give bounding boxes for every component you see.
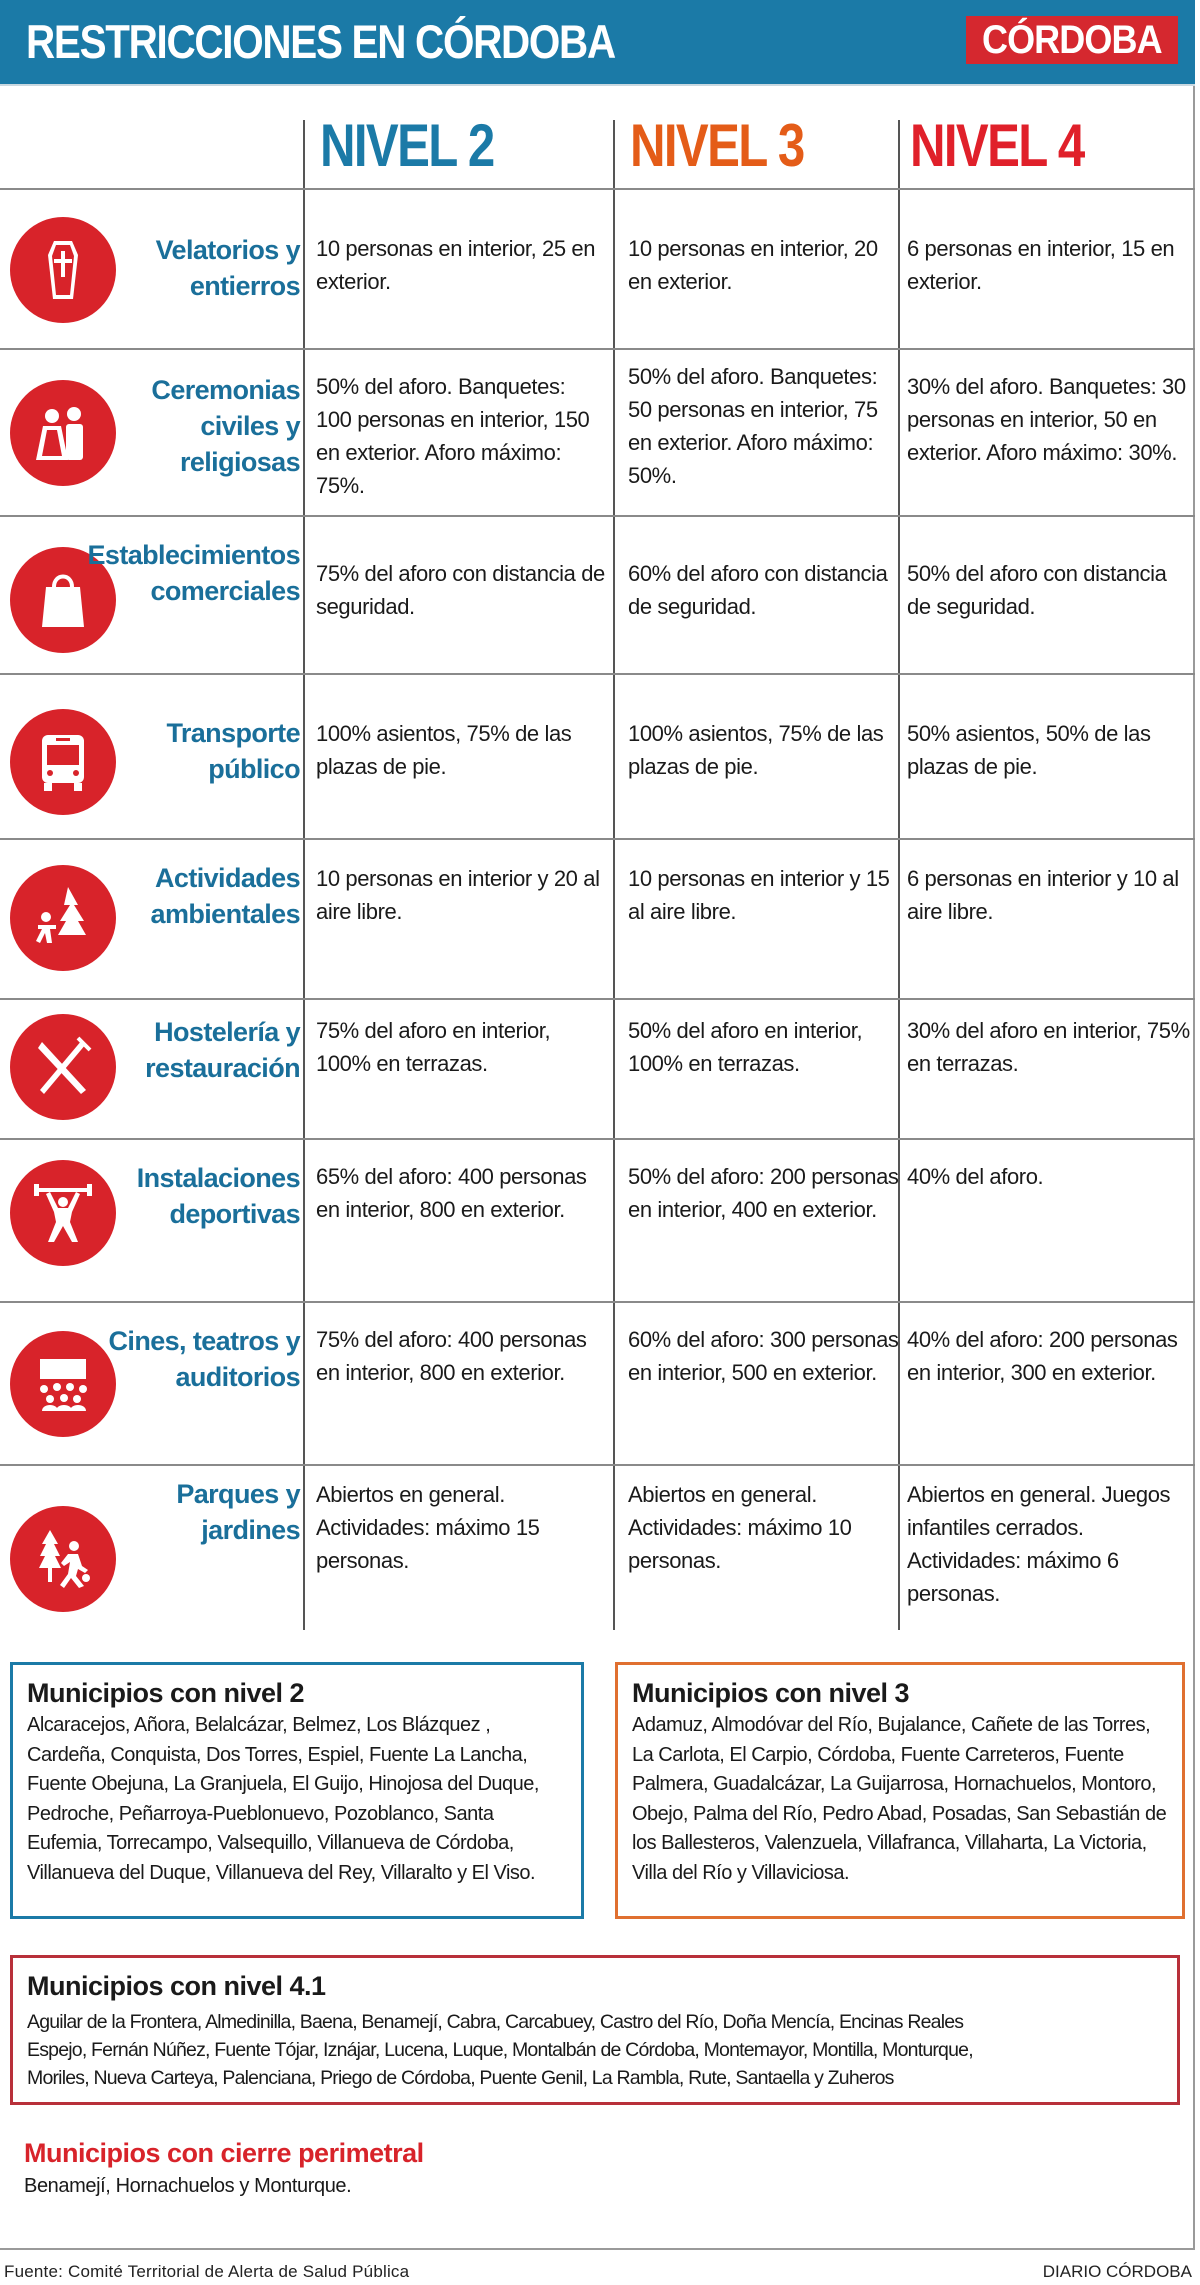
nivel2-cell: 10 personas en interior y 20 al aire lib… (316, 866, 600, 924)
nivel2-cell: 75% del aforo: 400 personas en interior,… (316, 1327, 587, 1385)
nivel4-cell: 6 personas en interior, 15 en exterior. (907, 236, 1175, 294)
nivel3-cell: 60% del aforo: 300 personas en interior,… (628, 1327, 899, 1385)
knife-fork-icon (10, 1014, 116, 1120)
audience-screen-icon (10, 1331, 116, 1437)
municipios-list: Adamuz, Almodóvar del Río, Bujalance, Ca… (632, 1714, 1167, 1884)
header-bar: RESTRICCIONES EN CÓRDOBA CÓRDOBA (0, 0, 1195, 86)
category-label: Actividades ambientales (150, 863, 301, 929)
nivel3-cell: 50% del aforo: 200 personas en interior,… (628, 1164, 899, 1222)
municipios-nivel-3-box: Municipios con nivel 3 Adamuz, Almodóvar… (615, 1662, 1185, 1919)
coffin-icon (10, 217, 116, 323)
shopping-bag-icon (10, 547, 116, 653)
nivel2-cell: 10 personas en interior, 25 en exterior. (316, 236, 596, 294)
table-row: Parques y jardines Abiertos en general. A… (0, 1464, 1195, 1630)
table-row: Instalaciones deportivas 65% del aforo: 4… (0, 1138, 1195, 1301)
nivel4-cell: Abiertos en general. Juegos infantiles c… (907, 1482, 1171, 1606)
table-row: Ceremonias civiles y religiosas 50% del af… (0, 348, 1195, 515)
box-title: Municipios con nivel 3 (632, 1678, 910, 1708)
category-label: Velatorios y entierros (155, 235, 301, 301)
category-label: Establecimientos comerciales (87, 540, 301, 606)
divider (898, 120, 900, 190)
divider (303, 120, 305, 190)
weightlifter-icon (10, 1160, 116, 1266)
municipios-nivel-4-1-box: Municipios con nivel 4.1 Aguilar de la F… (10, 1955, 1180, 2105)
nivel2-cell: 50% del aforo. Banquetes: 100 personas e… (316, 374, 590, 498)
table-row: Hostelería y restauración 75% del aforo e… (0, 998, 1195, 1138)
cierre-list: Benamejí, Hornachuelos y Monturque. (24, 2175, 352, 2197)
nivel3-cell: 60% del aforo con distancia de seguridad… (628, 561, 888, 619)
municipios-list-line: Espejo, Fernán Núñez, Fuente Tójar, Izná… (27, 2039, 974, 2061)
park-runner-icon (10, 1506, 116, 1612)
nivel4-cell: 50% asientos, 50% de las plazas de pie. (907, 721, 1151, 779)
category-label: Transporte público (166, 718, 300, 784)
source-credit: Fuente: Comité Territorial de Alerta de … (4, 2262, 410, 2281)
nivel4-cell: 6 personas en interior y 10 al aire libr… (907, 866, 1179, 924)
nivel2-cell: 65% del aforo: 400 personas en interior,… (316, 1164, 587, 1222)
nivel2-cell: 75% del aforo con distancia de seguridad… (316, 561, 605, 619)
nivel2-cell: 75% del aforo en interior, 100% en terra… (316, 1018, 551, 1076)
nivel4-cell: 50% del aforo con distancia de seguridad… (907, 561, 1167, 619)
level-headings: NIVEL 2 NIVEL 3 NIVEL 4 (0, 88, 1195, 190)
bus-icon (10, 709, 116, 815)
table-row: Velatorios y entierros 10 personas en int… (0, 188, 1195, 348)
nivel4-cell: 40% del aforo. (907, 1164, 1044, 1189)
category-label: Parques y jardines (176, 1479, 300, 1545)
municipios-list-line: Moriles, Nueva Carteya, Palenciana, Prie… (27, 2067, 894, 2089)
logo-text: CÓRDOBA (982, 17, 1163, 62)
category-label: Instalaciones deportivas (136, 1163, 301, 1229)
divider (613, 120, 615, 190)
municipios-nivel-2-box: Municipios con nivel 2 Alcaracejos, Añor… (10, 1662, 584, 1919)
table-row: Cines, teatros y auditorios 75% del aforo… (0, 1301, 1195, 1464)
publisher-credit: DIARIO CÓRDOBA (1042, 2262, 1192, 2281)
nivel3-cell: 50% del aforo. Banquetes: 50 personas en… (628, 364, 878, 488)
level-2-heading: NIVEL 2 (320, 112, 495, 179)
cordoba-logo: CÓRDOBA (966, 16, 1178, 64)
municipios-list: Alcaracejos, Añora, Belalcázar, Belmez, … (27, 1714, 539, 1884)
level-3-heading: NIVEL 3 (630, 112, 805, 179)
nivel4-cell: 40% del aforo: 200 personas en interior,… (907, 1327, 1178, 1385)
box-title: Municipios con nivel 2 (27, 1678, 305, 1708)
category-label: Cines, teatros y auditorios (108, 1326, 301, 1392)
hiker-trees-icon (10, 865, 116, 971)
column-divider (613, 188, 615, 1630)
nivel4-cell: 30% del aforo en interior, 75% en terraz… (907, 1018, 1190, 1076)
column-divider (898, 188, 900, 1630)
table-row: Transporte público 100% asientos, 75% de … (0, 673, 1195, 838)
category-label: Ceremonias civiles y religiosas (151, 375, 300, 477)
page-title: RESTRICCIONES EN CÓRDOBA (26, 15, 616, 68)
table-row: Establecimientos comerciales 75% del afor… (0, 515, 1195, 673)
cierre-title: Municipios con cierre perimetral (24, 2138, 424, 2168)
municipios-list-line: Aguilar de la Frontera, Almedinilla, Bae… (27, 2011, 964, 2033)
box-title: Municipios con nivel 4.1 (27, 1971, 326, 2001)
nivel2-cell: Abiertos en general. Actividades: máximo… (316, 1482, 540, 1573)
nivel3-cell: 10 personas en interior, 20 en exterior. (628, 236, 878, 294)
column-divider (303, 188, 305, 1630)
cierre-perimetral-section: Municipios con cierre perimetral Benamej… (24, 2135, 424, 2201)
table-row: Actividades ambientales 10 personas en in… (0, 838, 1195, 998)
category-label: Hostelería y restauración (145, 1017, 300, 1083)
nivel2-cell: 100% asientos, 75% de las plazas de pie. (316, 721, 572, 779)
nivel3-cell: 50% del aforo en interior, 100% en terra… (628, 1018, 863, 1076)
nivel3-cell: 100% asientos, 75% de las plazas de pie. (628, 721, 884, 779)
nivel3-cell: 10 personas en interior y 15 al aire lib… (628, 866, 890, 924)
nivel4-cell: 30% del aforo. Banquetes: 30 personas en… (907, 374, 1186, 465)
level-4-heading: NIVEL 4 (910, 112, 1085, 179)
nivel3-cell: Abiertos en general. Actividades: máximo… (628, 1482, 852, 1573)
wedding-couple-icon (10, 380, 116, 486)
